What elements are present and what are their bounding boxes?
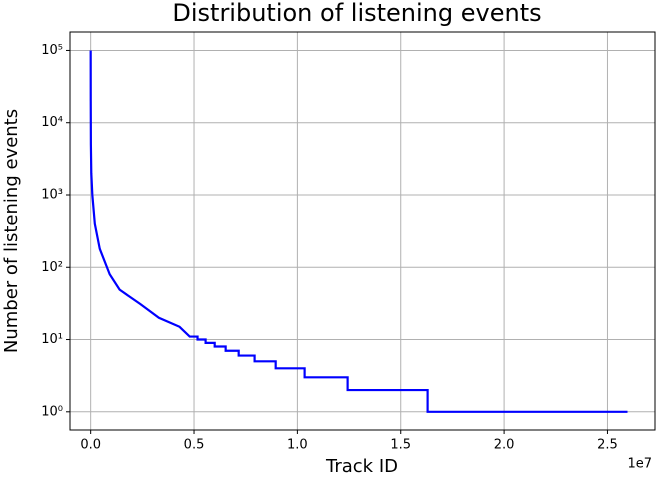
chart-title: Distribution of listening events	[172, 0, 541, 27]
y-tick-label: 10¹	[41, 332, 63, 347]
x-tick-label: 0.0	[80, 438, 101, 453]
x-tick-label: 2.5	[597, 438, 618, 453]
y-tick-label: 10⁴	[41, 115, 63, 130]
x-tick-label: 0.5	[184, 438, 205, 453]
y-tick-label: 10³	[41, 187, 63, 202]
x-tick-label: 1.5	[390, 438, 411, 453]
y-tick-label: 10⁵	[41, 43, 63, 58]
plot-frame	[69, 31, 656, 431]
y-axis-label: Number of listening events	[1, 109, 22, 353]
y-tick-label: 10²	[41, 260, 63, 275]
x-tick-label: 1.0	[287, 438, 308, 453]
data-line	[89, 50, 628, 413]
x-axis-label: Track ID	[325, 456, 398, 477]
x-tick-label: 2.0	[494, 438, 515, 453]
y-tick-label: 10⁰	[41, 404, 63, 419]
x-offset-label: 1e7	[627, 457, 652, 472]
